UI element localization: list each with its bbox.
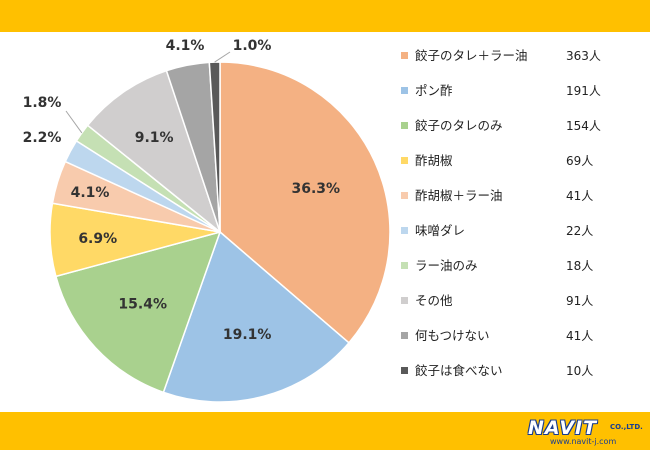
legend-label: 餃子のタレのみ — [415, 118, 503, 133]
legend-item: その他 91人 — [401, 293, 593, 308]
legend-label: 餃子は食べない — [415, 363, 503, 378]
logo-suffix: CO.,LTD. — [610, 423, 643, 431]
slice-percent-label: 6.9% — [78, 231, 117, 247]
legend-count: 10人 — [566, 364, 593, 378]
legend-label: その他 — [415, 293, 453, 308]
legend-item: 何もつけない 41人 — [401, 328, 593, 343]
legend-swatch — [401, 367, 408, 374]
legend-label: 酢胡椒 — [415, 153, 453, 168]
pie-slices — [49, 61, 391, 403]
legend-count: 69人 — [566, 154, 593, 168]
legend-item: 餃子は食べない 10人 — [401, 363, 593, 378]
legend-swatch — [401, 262, 408, 269]
legend-count: 18人 — [566, 259, 593, 273]
legend-label: ラー油のみ — [415, 258, 478, 273]
legend-label: ポン酢 — [415, 83, 453, 98]
legend-swatch — [401, 297, 408, 304]
legend-item: ラー油のみ 18人 — [401, 258, 593, 273]
legend-swatch — [401, 157, 408, 164]
company-logo: NAVIT CO.,LTD. www.navit-j.com — [528, 417, 644, 447]
slice-percent-label: 1.0% — [233, 38, 272, 54]
slice-percent-label: 36.3% — [291, 181, 340, 197]
slice-percent-label: 9.1% — [135, 130, 174, 146]
pie-chart: 36.3% 19.1% 15.4% 6.9% 4.1% 2.2% 1.8% 9.1% 4.1% 1… — [23, 38, 601, 403]
logo-url: www.navit-j.com — [550, 437, 617, 446]
slice-percent-label: 2.2% — [23, 130, 62, 146]
leader-line — [214, 51, 231, 63]
legend-count: 41人 — [566, 329, 593, 343]
legend-item: 酢胡椒＋ラー油 41人 — [401, 188, 593, 203]
legend-swatch — [401, 332, 408, 339]
slice-labels: 36.3% 19.1% 15.4% 6.9% 4.1% 2.2% 1.8% 9.1% 4.1% 1… — [23, 38, 340, 343]
logo-name: NAVIT — [528, 417, 598, 439]
legend-count: 363人 — [566, 49, 601, 63]
legend-label: 酢胡椒＋ラー油 — [415, 188, 503, 203]
legend-count: 41人 — [566, 189, 593, 203]
legend-swatch — [401, 122, 408, 129]
legend-swatch — [401, 52, 408, 59]
legend-count: 22人 — [566, 224, 593, 238]
legend-count: 154人 — [566, 119, 601, 133]
legend-swatch — [401, 192, 408, 199]
slice-percent-label: 15.4% — [118, 297, 167, 313]
legend-swatch — [401, 87, 408, 94]
legend-item: 味噌ダレ 22人 — [401, 223, 593, 238]
top-banner — [0, 0, 650, 32]
pie-slice — [54, 230, 222, 394]
legend-label: 味噌ダレ — [415, 223, 465, 238]
legend-count: 91人 — [566, 294, 593, 308]
legend-label: 何もつけない — [415, 328, 490, 343]
slice-percent-label: 4.1% — [71, 185, 110, 201]
pie-slice — [86, 69, 222, 235]
legend-item: 酢胡椒 69人 — [401, 153, 593, 168]
pie-slice — [162, 230, 350, 403]
legend-count: 191人 — [566, 84, 601, 98]
legend-item: 餃子のタレ＋ラー油 363人 — [401, 48, 601, 63]
legend-label: 餃子のタレ＋ラー油 — [415, 48, 528, 63]
slice-percent-label: 1.8% — [23, 95, 62, 111]
legend-item: 餃子のタレのみ 154人 — [401, 118, 601, 133]
leader-lines — [65, 51, 231, 134]
slice-percent-label: 19.1% — [223, 327, 272, 343]
legend-item: ポン酢 191人 — [401, 83, 601, 98]
legend-swatch — [401, 227, 408, 234]
leader-line — [65, 110, 83, 134]
pie-slice — [219, 61, 391, 344]
bottom-banner — [0, 412, 650, 450]
slice-percent-label: 4.1% — [166, 38, 205, 54]
